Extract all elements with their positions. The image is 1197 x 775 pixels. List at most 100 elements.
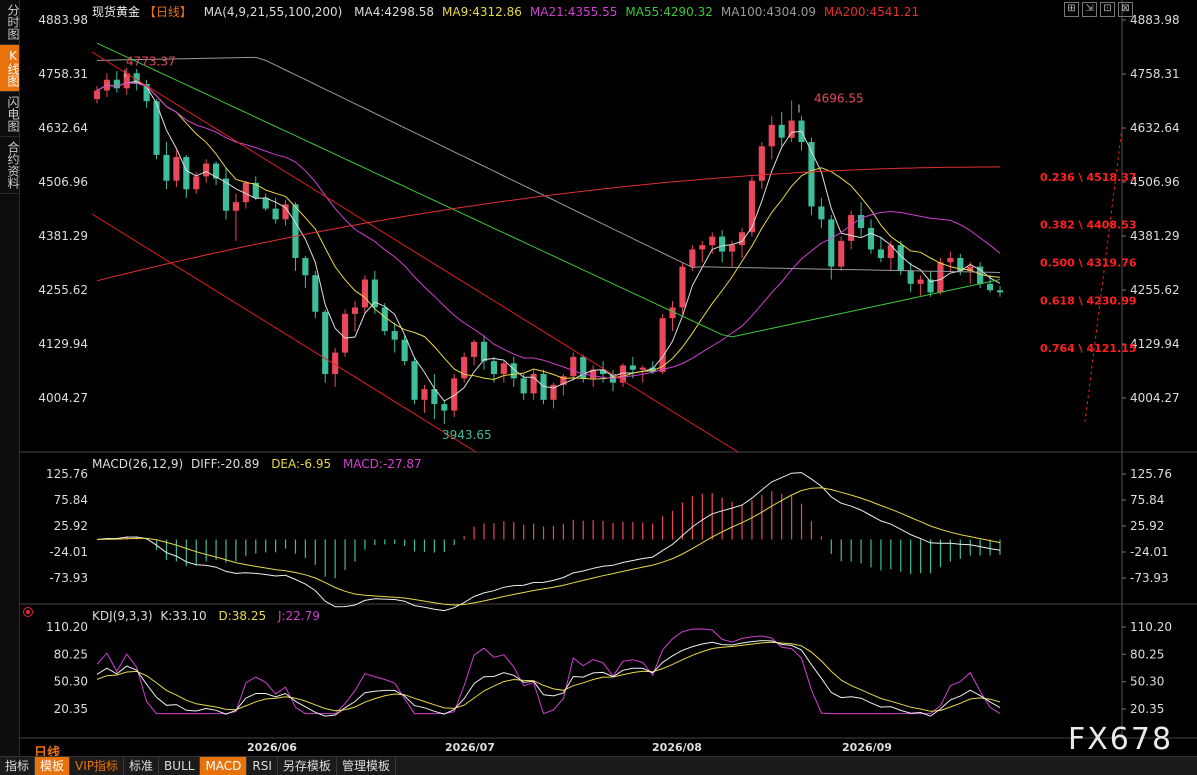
candle-68 xyxy=(768,116,775,160)
window-control-3-icon[interactable]: ⊠ xyxy=(1118,2,1133,17)
price-tick-left-7: 4004.27 xyxy=(38,391,88,405)
candle-body-44 xyxy=(530,374,537,394)
candle-body-49 xyxy=(580,356,587,379)
candle-body-77 xyxy=(858,215,865,228)
candle-body-56 xyxy=(649,367,656,372)
toolbar-button-3[interactable]: 标准 xyxy=(124,757,160,775)
window-control-2-icon[interactable]: ⊡ xyxy=(1100,2,1115,17)
candle-body-38 xyxy=(471,341,478,357)
ma-value-0: MA4:4298.58 xyxy=(354,5,435,19)
candle-body-18 xyxy=(272,208,279,220)
kdj-d-line xyxy=(96,641,1001,712)
ma-value-5: MA200:4541.21 xyxy=(824,5,920,19)
kdj-params[interactable]: KDJ(9,3,3) xyxy=(92,609,153,623)
candle-85 xyxy=(937,258,944,295)
candle-17 xyxy=(262,193,269,211)
price-annotation-2: 3943.65 xyxy=(442,428,492,442)
candle-body-86 xyxy=(947,258,954,263)
price-tick-left-4: 4381.29 xyxy=(38,229,88,243)
candle-body-36 xyxy=(451,378,458,411)
candle-body-80 xyxy=(887,245,894,259)
price-chart[interactable]: 4883.98 4883.98 4758.31 4758.31 4632.64 4632.… xyxy=(19,0,1197,756)
candle-5 xyxy=(143,79,150,108)
candle-74 xyxy=(828,215,835,280)
candle-body-75 xyxy=(838,240,845,267)
ma-params[interactable]: MA(4,9,21,55,100,200) xyxy=(203,5,343,19)
toolbar-button-4[interactable]: BULL xyxy=(159,757,201,775)
candle-11 xyxy=(203,159,210,183)
candle-body-15 xyxy=(242,182,249,203)
candle-35 xyxy=(441,399,448,425)
candle-24 xyxy=(332,348,339,387)
price-tick-right-7: 4004.27 xyxy=(1130,391,1180,405)
candle-body-64 xyxy=(729,245,736,252)
candle-59 xyxy=(679,262,686,314)
toolbar-button-0[interactable]: 指标 xyxy=(0,757,36,775)
toolbar-button-7[interactable]: 另存模板 xyxy=(278,757,337,775)
price-annotation-1: 4696.55 xyxy=(814,92,864,106)
macd-tick-right-2: 25.92 xyxy=(1130,519,1164,533)
macd-diff: DIFF:-20.89 xyxy=(190,457,260,471)
candle-38 xyxy=(471,339,478,366)
candle-76 xyxy=(848,210,855,250)
ma100-line xyxy=(96,56,1001,273)
ma-values: MA4:4298.58 MA9:4312.86 MA21:4355.55 MA55:4… xyxy=(354,5,927,19)
kdj-j-line xyxy=(96,628,1001,715)
candle-body-54 xyxy=(629,365,636,370)
candle-77 xyxy=(858,202,865,237)
candle-88 xyxy=(967,262,974,284)
window-control-1-icon[interactable]: ⇲ xyxy=(1082,2,1097,17)
candle-body-33 xyxy=(421,389,428,400)
candle-body-61 xyxy=(699,245,706,250)
period-label[interactable]: 【日线】 xyxy=(143,5,192,19)
candle-84 xyxy=(927,270,934,297)
candle-78 xyxy=(867,219,875,254)
fx678-watermark: FX678 xyxy=(1068,722,1174,757)
candle-body-45 xyxy=(540,374,547,400)
kdj-tick-left-0: 110.20 xyxy=(46,620,88,634)
window-control-0-icon[interactable]: ⊞ xyxy=(1064,2,1079,17)
candle-31 xyxy=(401,335,408,366)
macd-params[interactable]: MACD(26,12,9) xyxy=(92,457,184,471)
toolbar-button-1[interactable]: 模板 xyxy=(35,757,71,775)
candle-86 xyxy=(947,251,954,271)
candle-body-31 xyxy=(401,339,408,362)
candle-26 xyxy=(351,301,359,332)
candle-body-43 xyxy=(520,378,527,394)
settings-icon[interactable] xyxy=(23,607,33,617)
sidebar-tab-1[interactable]: K线图 xyxy=(0,45,20,92)
candle-body-74 xyxy=(828,219,835,267)
toolbar-button-2[interactable]: VIP指标 xyxy=(70,757,125,775)
candle-body-90 xyxy=(987,283,994,291)
candle-91 xyxy=(996,285,1004,297)
candle-60 xyxy=(689,245,696,271)
candle-body-25 xyxy=(342,313,349,353)
sidebar-tab-2[interactable]: 闪电图 xyxy=(0,92,20,137)
candle-body-13 xyxy=(222,178,230,211)
candle-23 xyxy=(322,309,329,383)
candle-15 xyxy=(242,180,249,209)
toolbar-button-6[interactable]: RSI xyxy=(247,757,278,775)
price-tick-right-3: 4506.96 xyxy=(1130,175,1180,189)
macd-tick-left-0: 125.76 xyxy=(46,467,88,481)
toolbar-button-5[interactable]: MACD xyxy=(200,757,248,775)
candle-body-10 xyxy=(193,176,200,190)
candle-body-30 xyxy=(391,331,398,340)
candle-27 xyxy=(361,275,368,314)
ma-value-2: MA21:4355.55 xyxy=(529,5,618,19)
kdj-tick-right-0: 110.20 xyxy=(1130,620,1172,634)
candle-body-37 xyxy=(461,356,468,379)
candle-67 xyxy=(758,142,765,190)
candle-body-76 xyxy=(848,215,855,241)
toolbar-button-8[interactable]: 管理模板 xyxy=(337,757,396,775)
candle-46 xyxy=(550,382,557,409)
candle-33 xyxy=(421,384,428,413)
candle-body-26 xyxy=(351,307,359,314)
candle-71 xyxy=(798,116,805,151)
candle-body-40 xyxy=(490,361,497,375)
sidebar-tab-0[interactable]: 分时图 xyxy=(0,0,20,45)
macd-tick-right-0: 125.76 xyxy=(1130,467,1172,481)
candle-69 xyxy=(778,111,785,147)
sidebar-tab-3[interactable]: 合约资料 xyxy=(0,137,20,194)
price-tick-right-4: 4381.29 xyxy=(1130,229,1180,243)
